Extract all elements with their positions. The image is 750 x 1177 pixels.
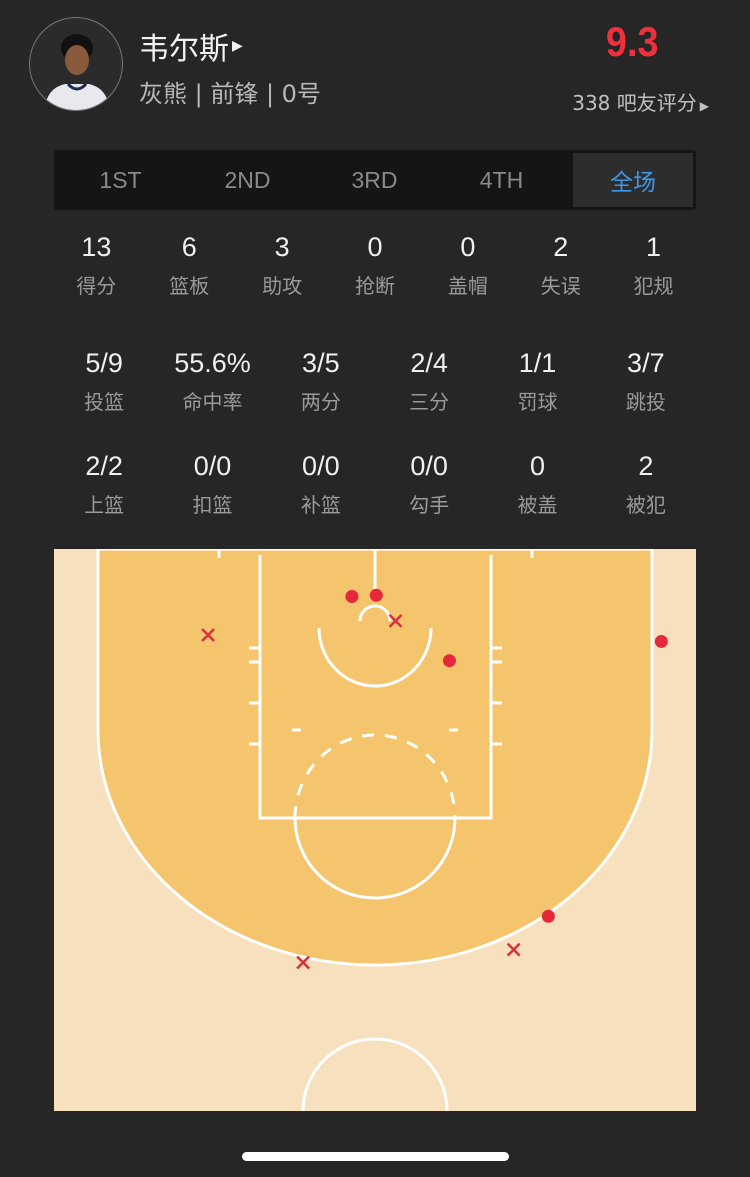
stat-value: 13: [81, 232, 112, 262]
stat-value: 1/1: [518, 348, 557, 378]
stat-value: 55.6%: [174, 348, 251, 378]
stat-label: 扣篮: [192, 493, 233, 517]
stat-cell: 0/0 补篮: [267, 447, 375, 518]
stat-value: 0/0: [302, 451, 340, 481]
stat-label: 失误: [540, 274, 581, 298]
stat-cell: 6 篮板: [143, 228, 236, 299]
paint-circle: [317, 627, 433, 688]
stat-label: 助攻: [262, 274, 303, 298]
stat-cell: 0/0 扣篮: [158, 447, 266, 518]
shot-chart-court: [54, 549, 696, 1111]
stat-cell: 2/4 三分: [375, 344, 483, 415]
stat-cell: 3/7 跳投: [592, 344, 700, 415]
center-circle: [301, 1037, 449, 1111]
shot-missed-marker: [388, 614, 403, 628]
stat-label: 两分: [300, 390, 341, 414]
shot-made-marker: [541, 909, 555, 923]
stat-value: 2: [553, 232, 569, 262]
shot-made-marker: [369, 588, 383, 602]
stat-value: 2: [638, 451, 654, 481]
stat-cell: 3/5 两分: [267, 344, 375, 415]
stat-value: 3/5: [302, 348, 340, 378]
tab-2nd[interactable]: 2ND: [224, 166, 271, 193]
rating-count: 338 吧友评分: [572, 91, 697, 115]
stat-value: 0/0: [193, 451, 232, 481]
stat-label: 被盖: [517, 493, 558, 517]
stat-label: 上篮: [84, 493, 125, 517]
tab-4th[interactable]: 4TH: [479, 166, 524, 193]
stat-label: 三分: [409, 390, 450, 414]
stat-cell: 0 抢断: [329, 228, 422, 299]
paint-lane: [258, 555, 493, 820]
stat-cell: 5/9 投篮: [50, 344, 158, 415]
shot-made-marker: [442, 654, 456, 668]
stat-label: 补篮: [300, 493, 341, 517]
stat-value: 6: [181, 232, 197, 262]
player-info: 灰熊 | 前锋 | 0号: [139, 80, 321, 108]
three-point-line: [96, 549, 654, 967]
stat-value: 2/4: [410, 348, 448, 378]
stat-cell: 2/2 上篮: [50, 447, 158, 518]
rating-count-link[interactable]: 338 吧友评分 ▶: [572, 87, 709, 116]
stat-label: 命中率: [182, 390, 243, 414]
stat-label: 犯规: [633, 274, 674, 298]
stat-label: 抢断: [354, 274, 395, 298]
stat-value: 2/2: [85, 451, 123, 481]
stat-label: 罚球: [517, 390, 558, 414]
stat-label: 盖帽: [447, 274, 488, 298]
stat-label: 跳投: [625, 390, 666, 414]
basic-stats: 13 得分 6 篮板 3 助攻 0 抢断 0 盖帽 2 失误 1 犯规: [50, 228, 700, 299]
tab-3rd[interactable]: 3RD: [351, 166, 398, 193]
stat-label: 被犯: [625, 493, 666, 517]
player-rating: 9.3: [605, 18, 659, 65]
stat-label: 勾手: [409, 493, 450, 517]
stat-cell: 0/0 勾手: [375, 447, 483, 518]
stat-label: 投篮: [84, 390, 125, 414]
stat-cell: 3 助攻: [236, 228, 329, 299]
player-avatar[interactable]: [29, 17, 123, 111]
shot-missed-marker: [201, 628, 215, 642]
shot-missed-marker: [296, 955, 310, 970]
shot-made-marker: [654, 634, 668, 648]
free-throw-circle-bottom: [293, 817, 457, 900]
stat-value: 1: [646, 232, 662, 262]
stat-value: 3: [274, 232, 290, 262]
player-photo-icon: [44, 34, 110, 110]
stat-value: 3/7: [627, 348, 665, 378]
tab-全场[interactable]: 全场: [573, 153, 693, 207]
stat-value: 0: [460, 232, 476, 262]
stat-value: 5/9: [85, 348, 123, 378]
arrow-right-icon: ▶: [232, 38, 243, 54]
player-name-link[interactable]: 韦尔斯 ▶: [139, 24, 243, 68]
shot-missed-marker: [506, 942, 521, 957]
stat-cell: 13 得分: [50, 228, 143, 299]
shot-made-marker: [345, 590, 359, 604]
period-tabs: 1ST 2ND 3RD 4TH 全场: [54, 150, 696, 210]
shooting-stats: 5/9 投篮 55.6% 命中率 3/5 两分 2/4 三分 1/1 罚球 3/7 跳投: [50, 344, 700, 415]
restricted-area: [358, 604, 392, 622]
home-indicator[interactable]: [242, 1152, 509, 1161]
shots: [201, 588, 668, 970]
player-name: 韦尔斯: [139, 32, 229, 67]
stat-value: 0: [529, 451, 545, 481]
stat-label: 篮板: [169, 274, 210, 298]
arrow-right-icon: ▶: [699, 99, 709, 113]
tab-1st[interactable]: 1ST: [99, 166, 142, 193]
stat-cell: 2 失误: [514, 228, 607, 299]
stat-label: 得分: [76, 274, 117, 298]
stat-cell: 0 盖帽: [421, 228, 514, 299]
stat-cell: 2 被犯: [592, 447, 700, 518]
free-throw-circle-top: [293, 733, 457, 819]
stat-cell: 1 犯规: [607, 228, 700, 299]
shot-type-stats: 2/2 上篮 0/0 扣篮 0/0 补篮 0/0 勾手 0 被盖 2 被犯: [50, 447, 700, 518]
stat-cell: 55.6% 命中率: [158, 344, 266, 415]
stat-cell: 0 被盖: [483, 447, 591, 518]
stat-cell: 1/1 罚球: [483, 344, 591, 415]
stat-value: 0: [367, 232, 383, 262]
stat-value: 0/0: [410, 451, 448, 481]
